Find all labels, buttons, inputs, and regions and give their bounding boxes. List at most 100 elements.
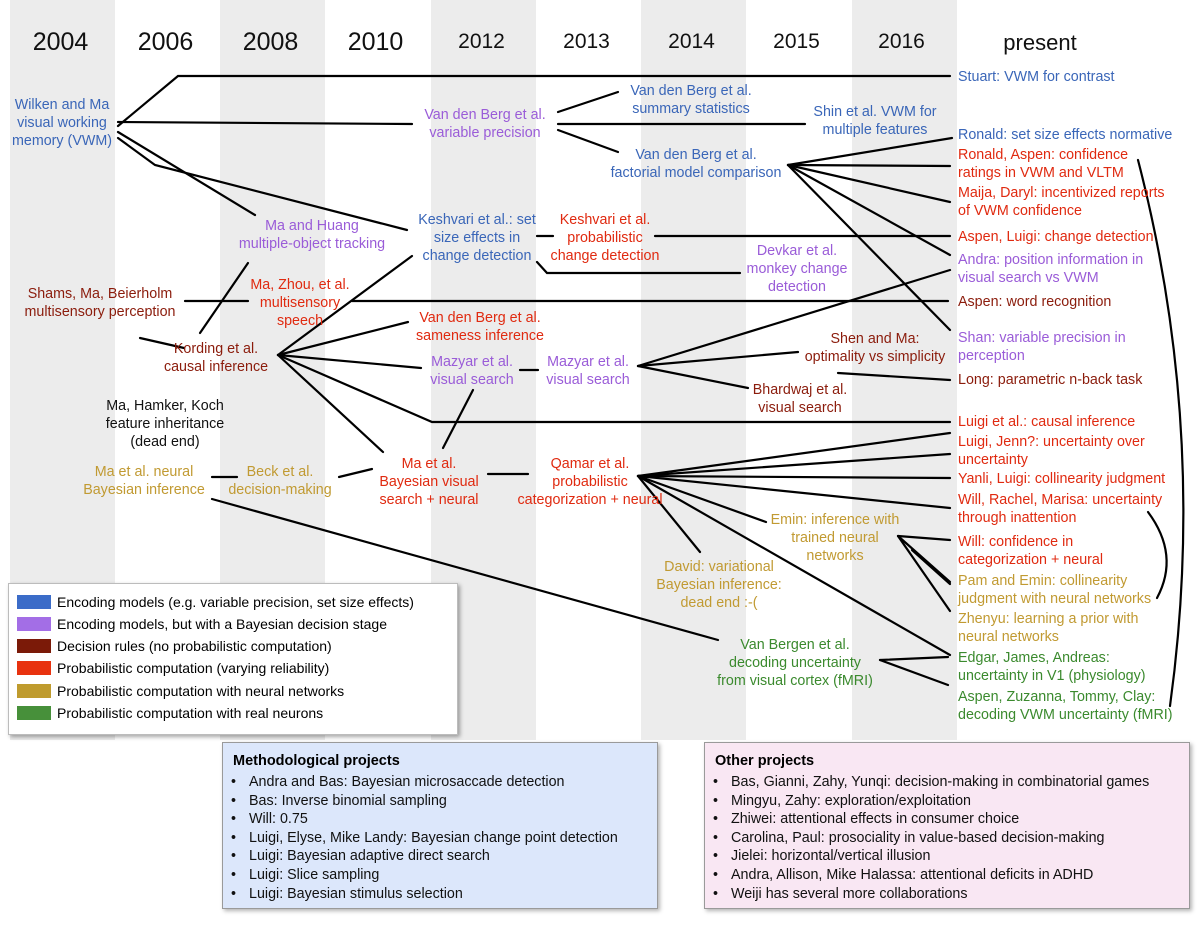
present-yanli-luigi: Yanli, Luigi: collinearity judgment [958, 471, 1166, 487]
year-label: 2014 [668, 30, 715, 53]
connector [556, 90, 620, 114]
connector [276, 353, 423, 370]
connector [138, 336, 186, 350]
connector [910, 548, 952, 586]
connector [1146, 510, 1168, 600]
year-label: 2016 [878, 30, 925, 53]
list-item: Will: 0.75 [231, 810, 618, 829]
node-devkar-monkey: Devkar et al. monkey change detection [746, 243, 848, 295]
present-long-nback: Long: parametric n-back task [958, 372, 1143, 388]
present-zhenyu: Zhenyu: learning a prior with neural netw… [958, 611, 1139, 645]
present-ronald-set-size: Ronald: set size effects normative [958, 127, 1173, 143]
connector [786, 163, 952, 168]
connector [636, 452, 952, 478]
connector [636, 474, 768, 524]
list-item: Luigi, Elyse, Mike Landy: Bayesian chang… [231, 829, 618, 848]
connector [636, 268, 952, 368]
connector [636, 474, 952, 657]
node-shams-multisensory: Shams, Ma, Beierholm multisensory percept… [24, 286, 176, 320]
year-stripe [852, 0, 957, 740]
present-will-confidence: Will: confidence in categorization + neur… [958, 534, 1104, 568]
present-aspen-luigi-change: Aspen, Luigi: change detection [958, 229, 1154, 245]
node-shin-multiple-features: Shin et al. VWM for multiple features [813, 104, 937, 138]
connector [198, 261, 250, 335]
connector [116, 120, 414, 126]
color-legend: Encoding models (e.g. variable precision… [8, 583, 458, 735]
connector [276, 320, 410, 357]
node-mazyar-2: Mazyar et al. visual search [546, 354, 630, 388]
legend-swatch [17, 595, 51, 610]
methodological-projects-box: Methodological projects Andra and Bas: B… [222, 742, 658, 909]
node-david-variational: David: variational Bayesian inference: dea… [656, 559, 782, 611]
node-mazyar-1: Mazyar et al. visual search [430, 354, 514, 388]
connector [116, 136, 409, 232]
year-label: 2013 [563, 30, 610, 53]
node-ma-zhou-speech: Ma, Zhou, et al. multisensory speech [250, 277, 350, 329]
connector [636, 474, 952, 480]
present-ronald-aspen-confidence: Ronald, Aspen: confidence ratings in VWM … [958, 147, 1129, 181]
legend-swatch [17, 661, 51, 676]
present-luigi-jenn: Luigi, Jenn?: uncertainty over uncertaint… [958, 434, 1145, 468]
present-aspen-zuzanna-fmri: Aspen, Zuzanna, Tommy, Clay: decoding VWM… [958, 689, 1173, 723]
present-will-rachel-marisa: Will, Rachel, Marisa: uncertainty through… [958, 492, 1163, 526]
legend-label: Probabilistic computation with neural ne… [57, 683, 345, 699]
legend-item: Probabilistic computation with real neur… [17, 703, 323, 723]
legend-swatch [17, 706, 51, 721]
legend-label: Decision rules (no probabilistic computa… [57, 638, 332, 654]
connector [276, 353, 952, 424]
node-bhardwaj-visual-search: Bhardwaj et al. visual search [752, 382, 848, 416]
connector [786, 136, 954, 167]
legend-item: Decision rules (no probabilistic computa… [17, 636, 332, 656]
list-item: Weiji has several more collaborations [713, 885, 1149, 904]
node-wilken-ma-vwm: Wilken and Ma visual working memory (VWM) [11, 97, 113, 149]
legend-item: Probabilistic computation with neural ne… [17, 681, 344, 701]
connector [441, 388, 475, 450]
list-item: Jielei: horizontal/vertical illusion [713, 847, 1149, 866]
other-projects-box: Other projects Bas, Gianni, Zahy, Yunqi:… [704, 742, 1190, 909]
list-item: Zhiwei: attentional effects in consumer … [713, 810, 1149, 829]
connector [786, 163, 952, 257]
legend-swatch [17, 639, 51, 654]
node-van-bergen-fmri: Van Bergen et al. decoding uncertainty fro… [717, 637, 873, 689]
legend-swatch [17, 617, 51, 632]
connector [636, 350, 800, 368]
connector [337, 467, 374, 479]
year-label: 2010 [347, 28, 404, 56]
node-vdb-factorial: Van den Berg et al. factorial model compa… [610, 147, 782, 181]
connector [786, 163, 952, 204]
list-item: Mingyu, Zahy: exploration/exploitation [713, 792, 1149, 811]
connector [276, 254, 414, 357]
node-keshvari-set-size: Keshvari et al.: set size effects in chang… [418, 212, 536, 264]
list-item: Luigi: Bayesian adaptive direct search [231, 847, 618, 866]
list-item: Bas, Gianni, Zahy, Yunqi: decision-makin… [713, 773, 1149, 792]
connector [1136, 158, 1185, 708]
connector [116, 74, 952, 128]
methodological-title: Methodological projects [233, 753, 400, 769]
node-shen-ma-optimality: Shen and Ma: optimality vs simplicity [804, 331, 946, 365]
node-ma-bayesian-visual-search: Ma et al. Bayesian visual search + neural [379, 456, 479, 508]
list-item: Andra, Allison, Mike Halassa: attentiona… [713, 866, 1149, 885]
year-label: 2012 [458, 30, 505, 53]
list-item: Carolina, Paul: prosociality in value-ba… [713, 829, 1149, 848]
present-aspen-word: Aspen: word recognition [958, 294, 1112, 310]
present-luigi-causal: Luigi et al.: causal inference [958, 414, 1136, 430]
node-vdb-sameness: Van den Berg et al. sameness inference [416, 310, 544, 344]
connector [535, 260, 742, 275]
year-label: 2004 [32, 28, 89, 56]
connector [556, 128, 620, 154]
legend-swatch [17, 684, 51, 699]
connector [896, 534, 952, 542]
connector [636, 364, 750, 390]
present-edgar-james-andreas: Edgar, James, Andreas: uncertainty in V1 … [958, 650, 1146, 684]
connector [276, 353, 385, 454]
year-label: present [1003, 30, 1077, 55]
connector [836, 371, 952, 382]
connector [636, 474, 952, 510]
connector [896, 534, 952, 613]
node-ma-huang-tracking: Ma and Huang multiple-object tracking [238, 218, 386, 252]
node-emin-neural-networks: Emin: inference with trained neural networ… [770, 512, 900, 564]
connector [636, 474, 702, 554]
year-label: 2008 [242, 28, 299, 56]
